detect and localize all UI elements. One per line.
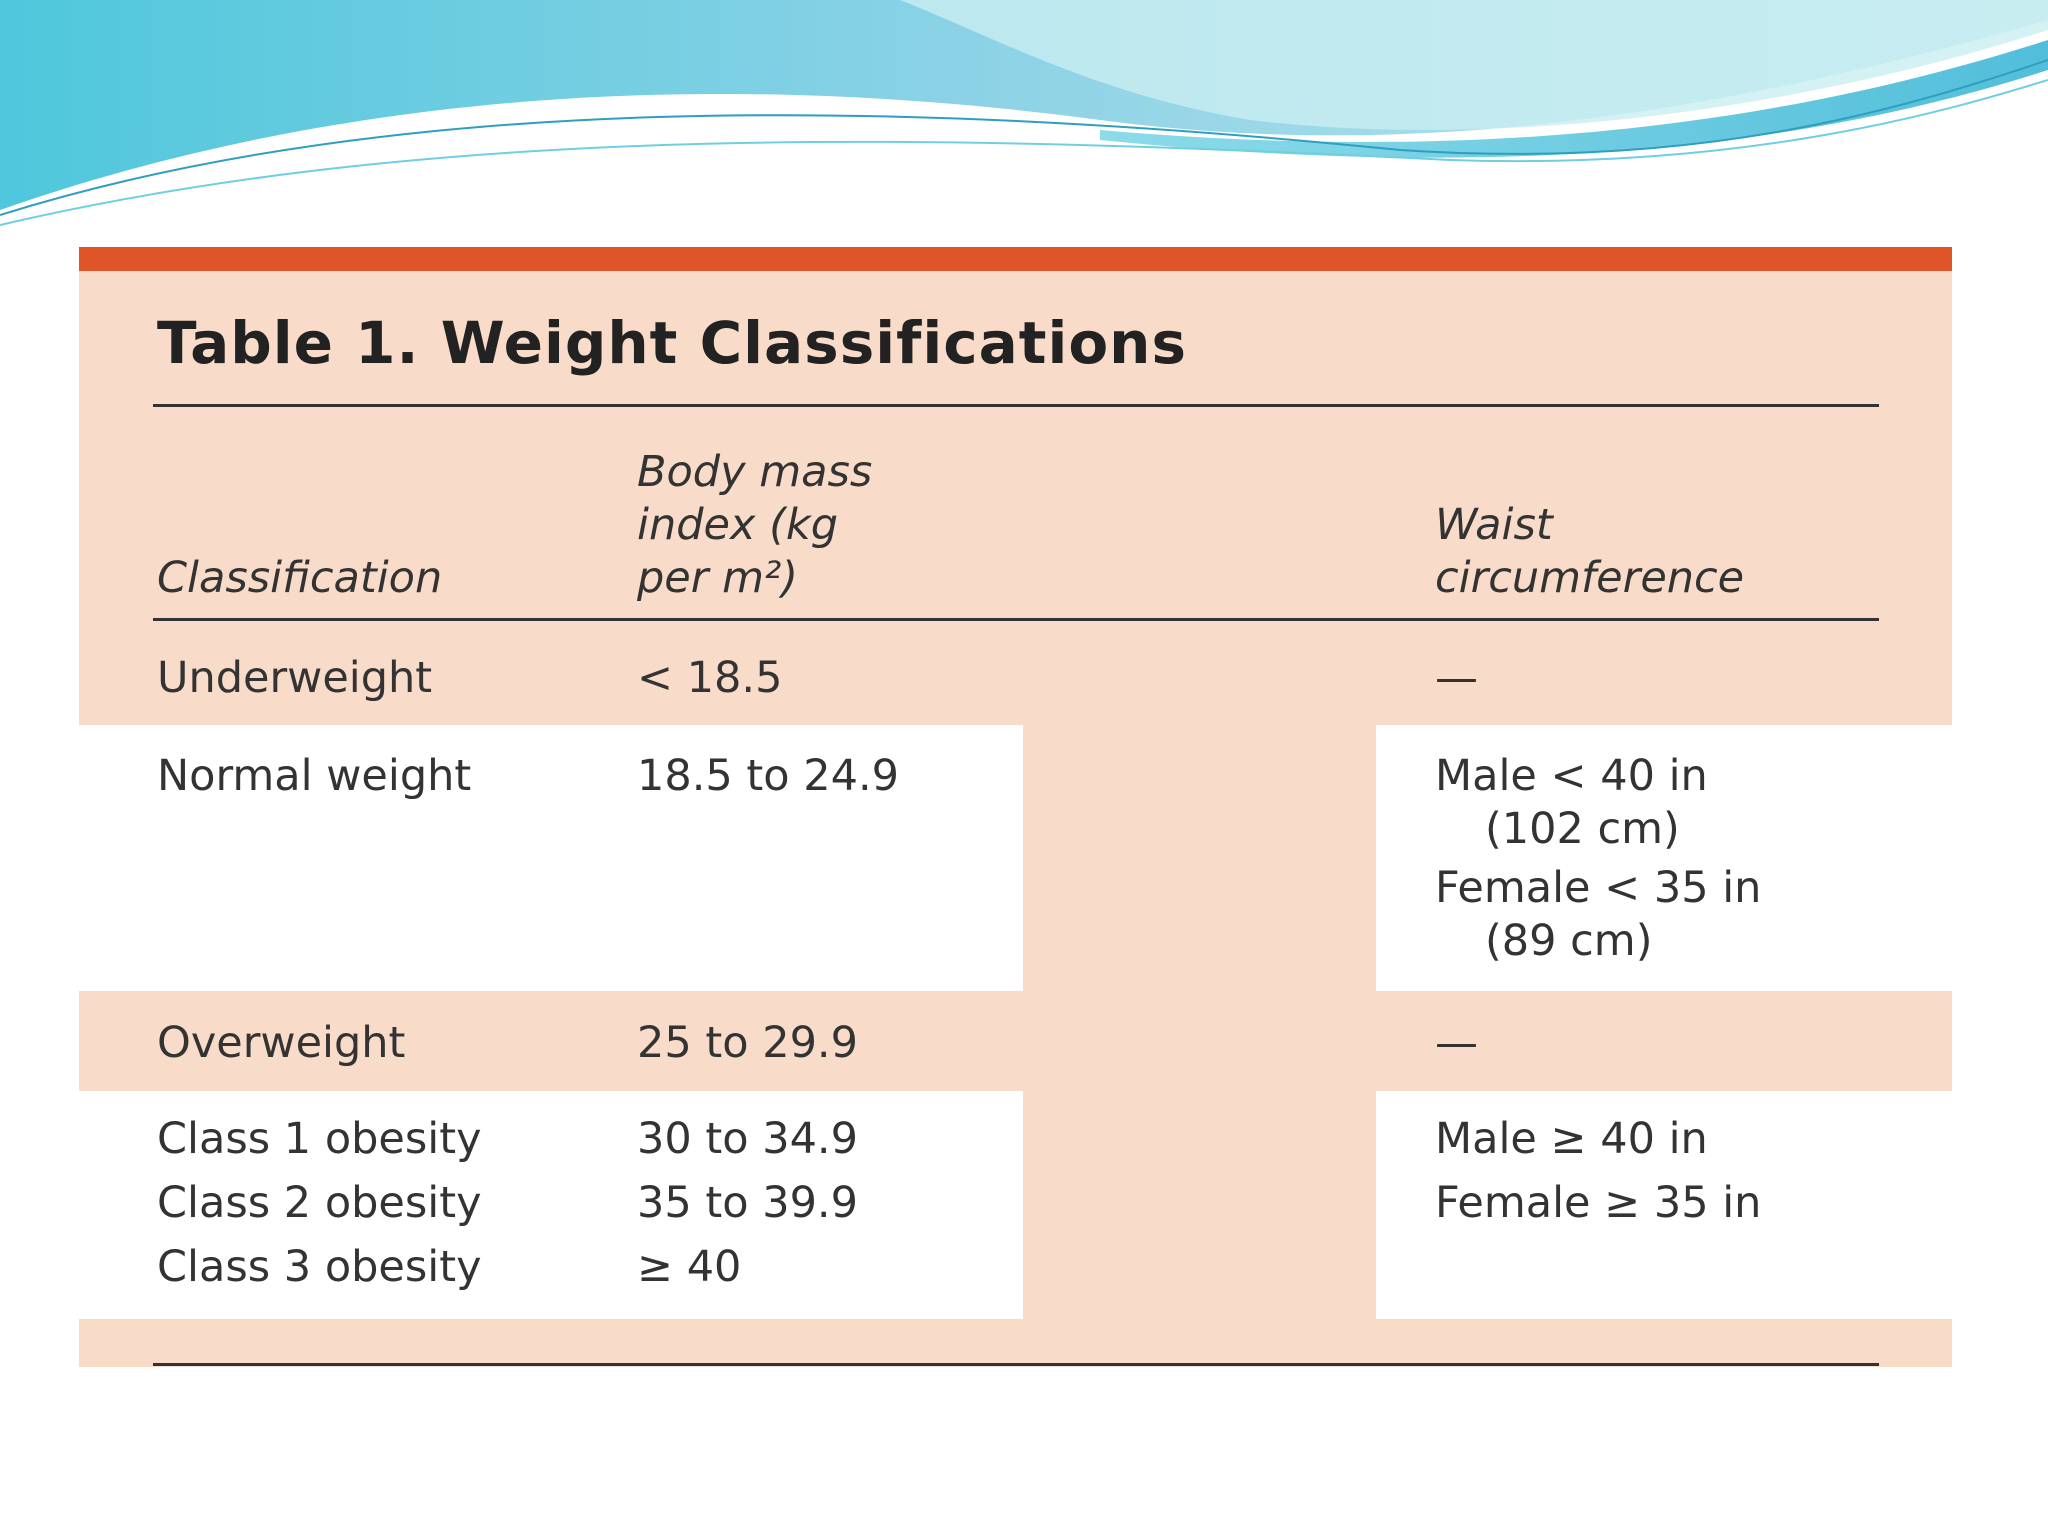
row-normal-waist: Male < 40 in (102 cm) Female < 35 in (89… bbox=[1435, 751, 1762, 966]
row-overweight-classification: Overweight bbox=[157, 1018, 406, 1068]
row-band-normal-right bbox=[1376, 725, 1952, 991]
row-obesity-classification: Class 1 obesity Class 2 obesity Class 3 … bbox=[157, 1114, 482, 1292]
weight-classification-table: Table 1. Weight Classifications Classifi… bbox=[79, 247, 1952, 1367]
row-normal-bmi: 18.5 to 24.9 bbox=[637, 751, 899, 801]
row-band-obesity-right bbox=[1376, 1091, 1952, 1319]
row-underweight-waist: — bbox=[1435, 653, 1478, 703]
header-classification: Classification bbox=[157, 553, 443, 603]
bottom-rule bbox=[153, 1363, 1879, 1366]
header-rule bbox=[153, 618, 1879, 621]
wave-decoration-icon bbox=[0, 0, 2048, 226]
row-band-obesity-left bbox=[79, 1091, 1023, 1319]
table-title: Table 1. Weight Classifications bbox=[157, 309, 1187, 377]
row-underweight-classification: Underweight bbox=[157, 653, 433, 703]
row-obesity-waist: Male ≥ 40 in Female ≥ 35 in bbox=[1435, 1114, 1762, 1228]
row-overweight-waist: — bbox=[1435, 1018, 1478, 1068]
header-bmi: Body mass index (kg per m²) bbox=[637, 447, 873, 603]
row-overweight-bmi: 25 to 29.9 bbox=[637, 1018, 858, 1068]
row-underweight-bmi: < 18.5 bbox=[637, 653, 783, 703]
table-accent-bar bbox=[79, 247, 1952, 271]
row-normal-classification: Normal weight bbox=[157, 751, 472, 801]
row-band-normal-left bbox=[79, 725, 1023, 991]
title-rule bbox=[153, 404, 1879, 407]
header-waist: Waist circumference bbox=[1435, 500, 1745, 603]
row-obesity-bmi: 30 to 34.9 35 to 39.9 ≥ 40 bbox=[637, 1114, 858, 1292]
